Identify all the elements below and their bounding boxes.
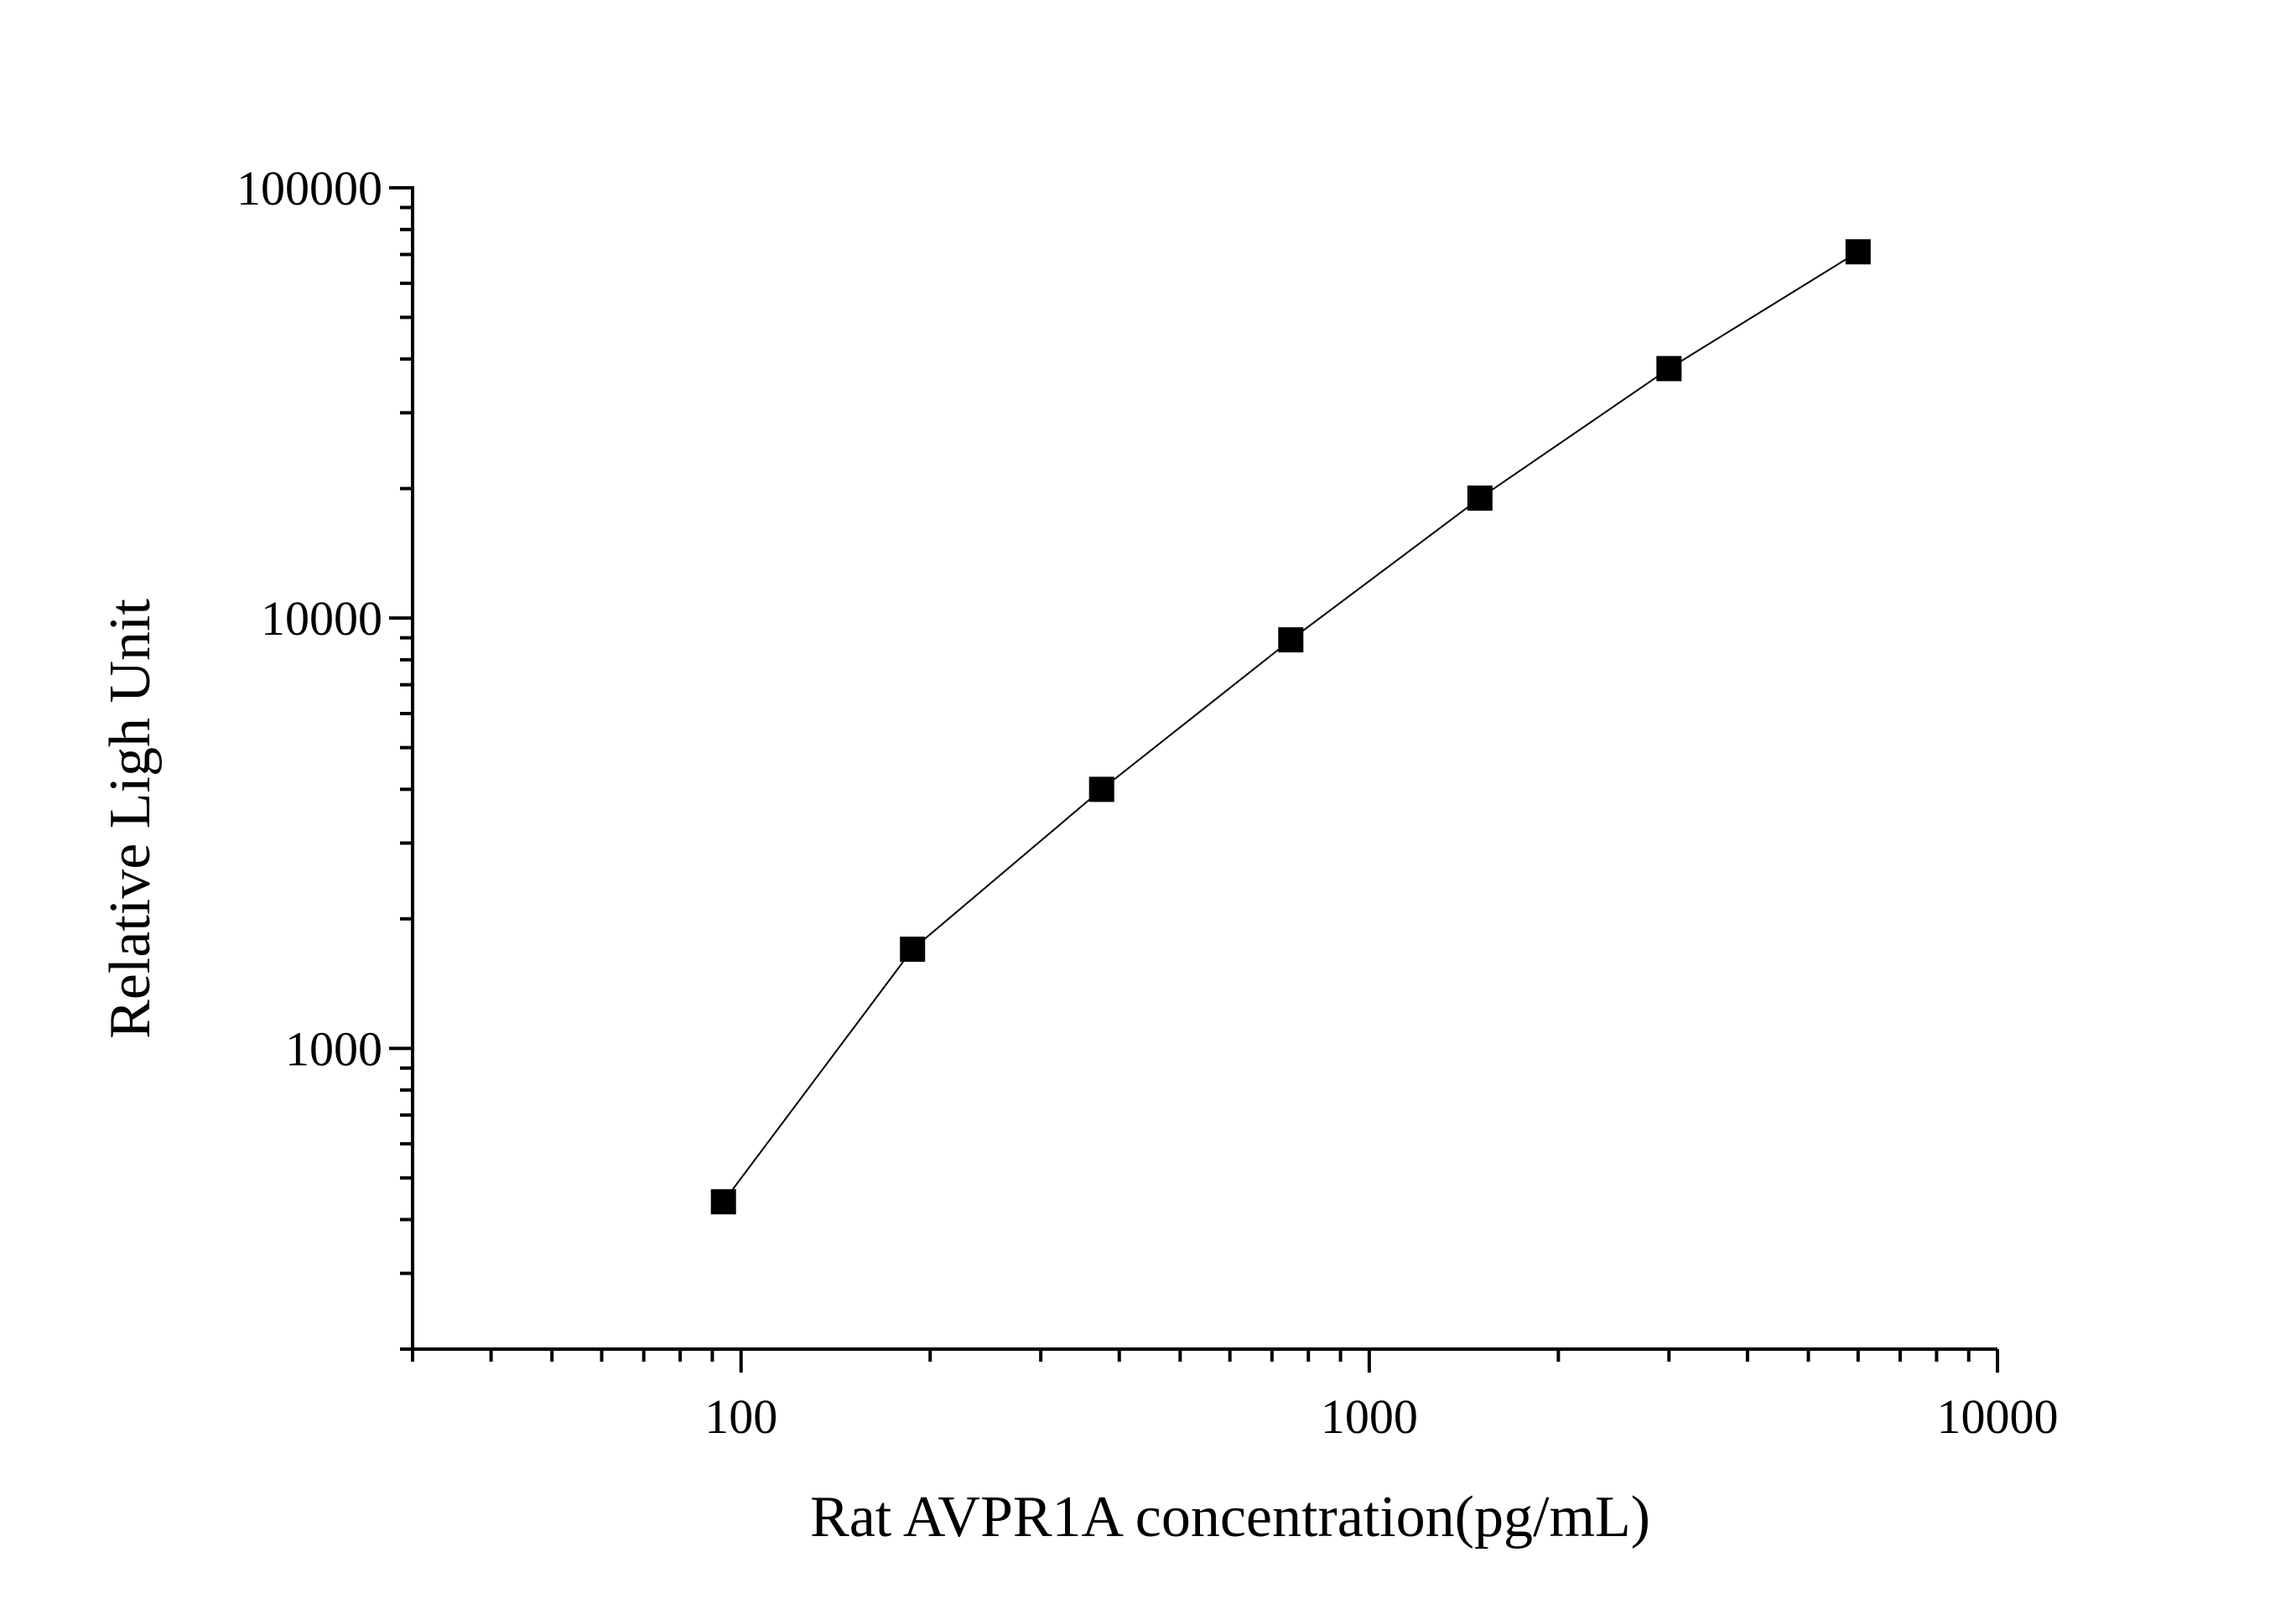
x-axis-title: Rat AVPR1A concentration(pg/mL) — [810, 1485, 1650, 1549]
data-point-marker — [900, 937, 926, 963]
x-tick-label: 10000 — [1937, 1389, 2059, 1444]
data-point-marker — [1467, 485, 1493, 511]
data-point-marker — [1088, 776, 1114, 802]
y-tick-label: 10000 — [261, 591, 382, 646]
x-tick-label: 100 — [704, 1389, 777, 1444]
data-point-marker — [1278, 627, 1304, 653]
x-ticks: 100 1000 10000 — [411, 1349, 2059, 1444]
series — [710, 239, 1871, 1215]
y-ticks: 1000 10000 100000 — [236, 161, 413, 1351]
data-point-marker — [1656, 356, 1682, 382]
series-line — [722, 251, 1859, 1202]
data-point-marker — [1845, 239, 1871, 265]
y-tick-label: 100000 — [236, 161, 382, 215]
data-point-marker — [710, 1189, 736, 1215]
y-tick-label: 1000 — [285, 1021, 382, 1076]
x-tick-label: 1000 — [1321, 1389, 1418, 1444]
axes — [411, 186, 1997, 1351]
y-axis-title: Relative Ligh Unit — [98, 599, 163, 1039]
